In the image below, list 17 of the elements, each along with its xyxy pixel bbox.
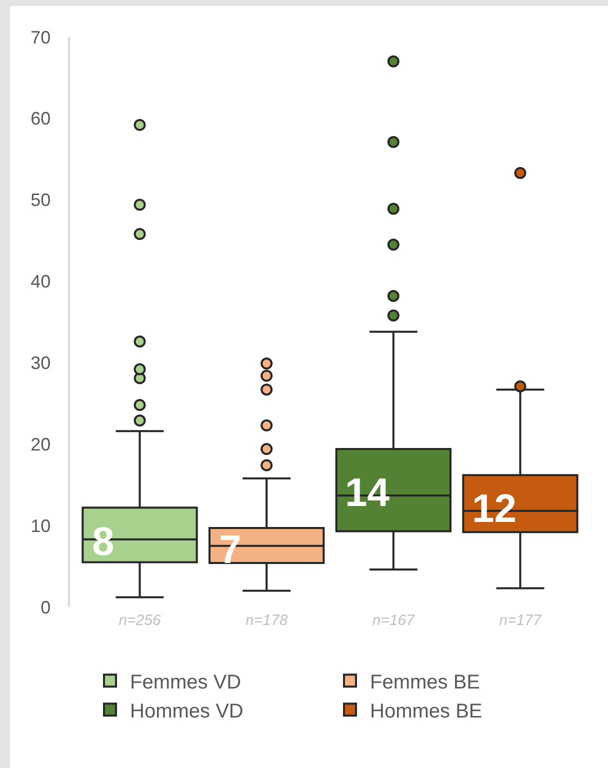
annotation: 14 [345, 471, 390, 515]
x-tick-label: n=178 [246, 612, 288, 629]
y-tick-label: 50 [30, 190, 51, 210]
y-tick-label: 70 [30, 27, 51, 48]
x-tick-label: n=256 [118, 612, 162, 629]
y-tick-label: 30 [30, 353, 51, 374]
legend-label: Femmes VD [130, 671, 242, 694]
y-tick-label: 0 [40, 597, 51, 618]
legend-label: Femmes BE [370, 671, 480, 694]
y-tick-label: 10 [30, 516, 51, 536]
legend-label: Hommes BE [370, 700, 482, 722]
y-tick-label: 40 [30, 272, 51, 292]
legend-label: Hommes VD [130, 700, 244, 722]
x-tick-label: n=167 [372, 612, 416, 629]
x-tick-label: n=177 [499, 612, 542, 629]
y-tick-label: 20 [30, 434, 51, 454]
y-tick-label: 60 [30, 108, 51, 129]
